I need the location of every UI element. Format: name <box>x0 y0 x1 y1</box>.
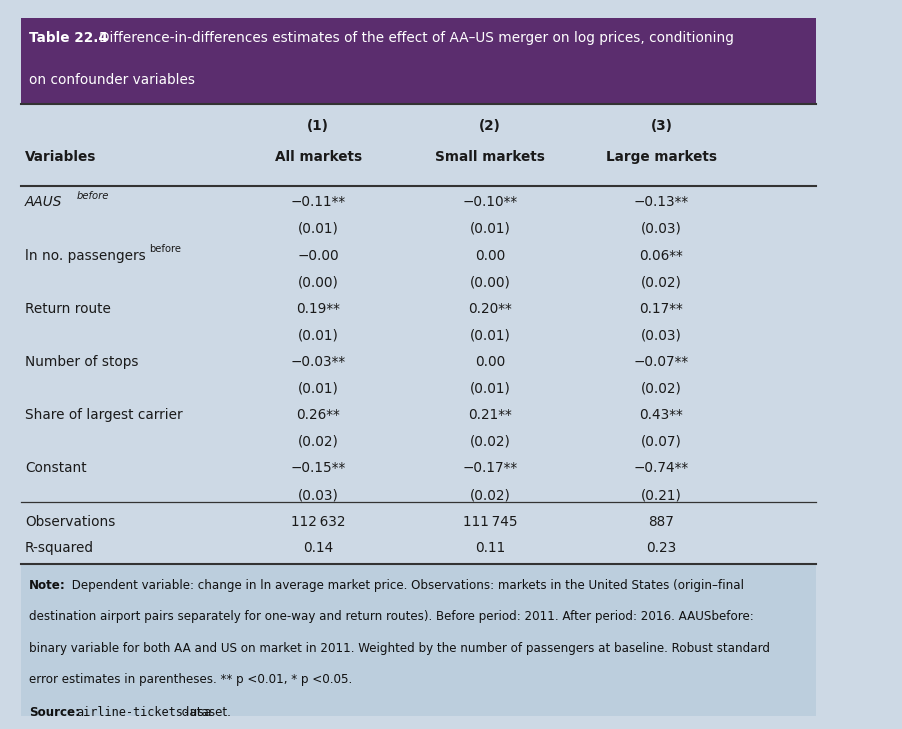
Text: 887: 887 <box>648 515 674 529</box>
Text: (0.01): (0.01) <box>469 222 510 236</box>
Text: (2): (2) <box>478 119 501 133</box>
Text: (0.02): (0.02) <box>469 488 510 502</box>
Text: R-squared: R-squared <box>25 541 94 555</box>
Text: (1): (1) <box>307 119 328 133</box>
Text: Observations: Observations <box>25 515 115 529</box>
Text: −0.03**: −0.03** <box>290 355 345 369</box>
Text: 0.26**: 0.26** <box>296 408 340 422</box>
Text: −0.13**: −0.13** <box>633 195 688 209</box>
Text: Source:: Source: <box>29 706 80 719</box>
Text: 0.14: 0.14 <box>303 541 333 555</box>
Text: Return route: Return route <box>25 302 111 316</box>
Text: (0.01): (0.01) <box>298 382 338 396</box>
Text: −0.07**: −0.07** <box>633 355 688 369</box>
Text: −0.10**: −0.10** <box>462 195 517 209</box>
Text: Variables: Variables <box>25 150 97 164</box>
Text: destination airport pairs separately for one-way and return routes). Before peri: destination airport pairs separately for… <box>29 610 753 623</box>
Text: −0.15**: −0.15** <box>290 461 345 475</box>
Text: 0.19**: 0.19** <box>296 302 340 316</box>
Text: −0.00: −0.00 <box>297 249 338 262</box>
Text: (0.03): (0.03) <box>640 222 681 236</box>
Text: AAUS: AAUS <box>25 195 62 209</box>
Text: 0.43**: 0.43** <box>639 408 683 422</box>
Text: 0.23: 0.23 <box>646 541 676 555</box>
Text: error estimates in parentheses. ** p <0.01, * p <0.05.: error estimates in parentheses. ** p <0.… <box>29 673 352 686</box>
Text: 0.20**: 0.20** <box>467 302 511 316</box>
Text: (0.00): (0.00) <box>298 276 338 289</box>
Text: (0.02): (0.02) <box>298 434 338 449</box>
Text: (0.02): (0.02) <box>640 382 681 396</box>
Text: 0.17**: 0.17** <box>639 302 683 316</box>
Text: Share of largest carrier: Share of largest carrier <box>25 408 182 422</box>
Text: −0.11**: −0.11** <box>290 195 345 209</box>
Text: (0.01): (0.01) <box>469 329 510 343</box>
Text: −0.74**: −0.74** <box>633 461 688 475</box>
Text: Note:: Note: <box>29 579 66 592</box>
FancyBboxPatch shape <box>21 18 815 104</box>
Text: Table 22.4: Table 22.4 <box>29 31 123 45</box>
Text: 111 745: 111 745 <box>462 515 517 529</box>
Text: −0.17**: −0.17** <box>462 461 517 475</box>
Text: on confounder variables: on confounder variables <box>29 73 195 87</box>
Text: (0.01): (0.01) <box>298 222 338 236</box>
Text: Difference-in-differences estimates of the effect of AA–US merger on log prices,: Difference-in-differences estimates of t… <box>98 31 732 45</box>
FancyBboxPatch shape <box>21 564 815 716</box>
Text: dataset.: dataset. <box>179 706 231 719</box>
Text: 0.21**: 0.21** <box>467 408 511 422</box>
Text: before: before <box>77 191 109 201</box>
Text: (0.02): (0.02) <box>469 434 510 449</box>
Text: Constant: Constant <box>25 461 87 475</box>
Text: Number of stops: Number of stops <box>25 355 139 369</box>
Text: 0.11: 0.11 <box>474 541 504 555</box>
Text: (0.01): (0.01) <box>469 382 510 396</box>
Text: Small markets: Small markets <box>435 150 544 164</box>
Text: (0.21): (0.21) <box>640 488 681 502</box>
Text: (0.07): (0.07) <box>640 434 681 449</box>
Text: 112 632: 112 632 <box>290 515 345 529</box>
Text: 0.00: 0.00 <box>474 249 504 262</box>
Text: airline-tickets-usa: airline-tickets-usa <box>76 706 211 719</box>
Text: before: before <box>149 244 180 254</box>
Text: ln no. passengers: ln no. passengers <box>25 249 146 262</box>
Text: (0.03): (0.03) <box>298 488 338 502</box>
Text: (0.00): (0.00) <box>469 276 510 289</box>
Text: 0.06**: 0.06** <box>639 249 683 262</box>
Text: (3): (3) <box>649 119 672 133</box>
Text: (0.01): (0.01) <box>298 329 338 343</box>
Text: All markets: All markets <box>274 150 362 164</box>
Text: 0.00: 0.00 <box>474 355 504 369</box>
Text: (0.03): (0.03) <box>640 329 681 343</box>
Text: Large markets: Large markets <box>605 150 716 164</box>
Text: (0.02): (0.02) <box>640 276 681 289</box>
Text: binary variable for both AA and US on market in 2011. Weighted by the number of : binary variable for both AA and US on ma… <box>29 642 769 655</box>
Text: Dependent variable: change in ln average market price. Observations: markets in : Dependent variable: change in ln average… <box>68 579 743 592</box>
